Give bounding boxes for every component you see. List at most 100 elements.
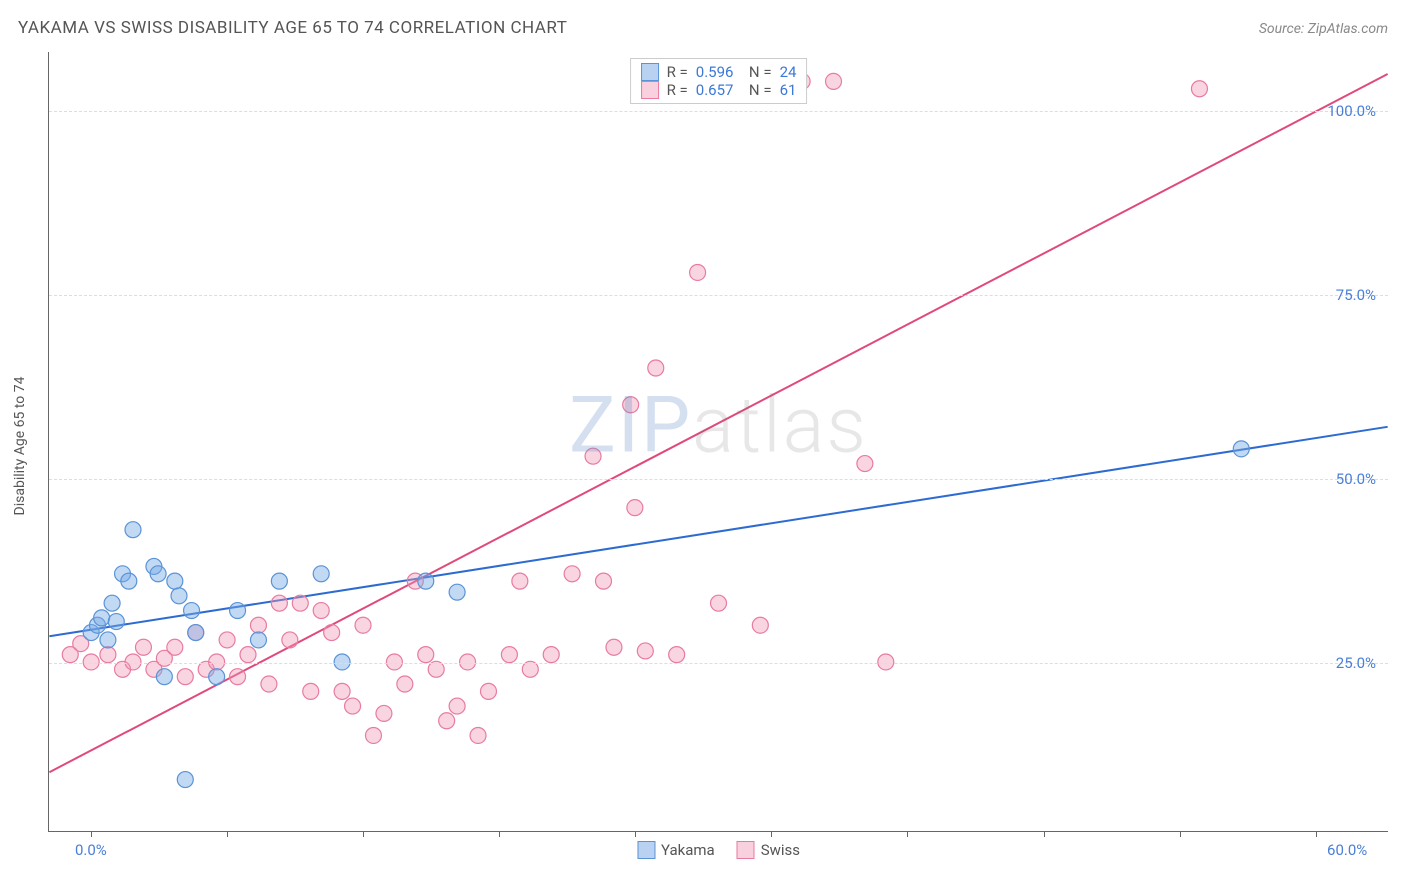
plot-area: ZIPatlas R = 0.596 N = 24 R = 0.657 N = … [48,52,1388,832]
x-tick [1316,831,1317,837]
data-point-yakama [167,573,183,589]
data-point-swiss [100,647,116,663]
data-point-yakama [121,573,137,589]
legend-swatch-swiss [737,841,755,859]
data-point-yakama [104,595,120,611]
n-yakama: 24 [780,63,797,81]
legend-label-yakama: Yakama [661,841,715,859]
data-point-swiss [1191,81,1207,97]
data-point-swiss [606,639,622,655]
chart-header: YAKAMA VS SWISS DISABILITY AGE 65 TO 74 … [18,18,1388,38]
data-point-swiss [439,713,455,729]
data-point-swiss [418,647,434,663]
swatch-yakama [641,63,659,81]
y-axis-label: Disability Age 65 to 74 [12,377,28,516]
data-point-swiss [480,683,496,699]
gridline-h [49,479,1388,480]
data-point-swiss [313,603,329,619]
data-point-yakama [418,573,434,589]
data-point-swiss [627,500,643,516]
data-point-swiss [470,727,486,743]
gridline-h [49,111,1388,112]
data-point-yakama [108,614,124,630]
x-tick-label: 0.0% [75,841,107,859]
stats-legend: R = 0.596 N = 24 R = 0.657 N = 61 [630,58,808,104]
data-point-swiss [512,573,528,589]
series-legend: Yakama Swiss [637,841,800,859]
data-point-swiss [690,264,706,280]
data-point-swiss [397,676,413,692]
legend-label-swiss: Swiss [761,841,800,859]
data-point-swiss [543,647,559,663]
data-point-yakama [313,566,329,582]
data-point-yakama [125,522,141,538]
y-tick-label: 100.0% [1327,102,1376,120]
data-point-swiss [752,617,768,633]
data-point-swiss [303,683,319,699]
data-point-yakama [271,573,287,589]
data-point-swiss [623,397,639,413]
data-point-swiss [250,617,266,633]
x-tick [227,831,228,837]
data-point-swiss [282,632,298,648]
data-point-swiss [376,705,392,721]
data-point-swiss [324,625,340,641]
stats-row-yakama: R = 0.596 N = 24 [641,63,797,81]
data-point-swiss [711,595,727,611]
y-tick-label: 50.0% [1336,470,1376,488]
x-tick-label: 60.0% [1327,841,1367,859]
data-point-yakama [177,772,193,788]
gridline-h [49,663,1388,664]
data-point-yakama [156,669,172,685]
data-point-swiss [261,676,277,692]
data-point-swiss [219,632,235,648]
n-swiss: 61 [780,81,797,99]
r-yakama: 0.596 [696,63,734,81]
data-point-swiss [135,639,151,655]
data-point-swiss [826,73,842,89]
r-swiss: 0.657 [696,81,734,99]
data-point-swiss [648,360,664,376]
data-point-swiss [449,698,465,714]
data-point-yakama [449,584,465,600]
data-point-yakama [184,603,200,619]
data-point-yakama [100,632,116,648]
y-tick-label: 75.0% [1336,286,1376,304]
data-point-swiss [585,448,601,464]
x-tick [635,831,636,837]
chart-svg [49,52,1388,831]
data-point-swiss [857,456,873,472]
y-tick-label: 25.0% [1336,654,1376,672]
trend-line-swiss [49,74,1387,772]
data-point-swiss [240,647,256,663]
x-tick [1180,831,1181,837]
data-point-swiss [564,566,580,582]
swatch-swiss [641,81,659,99]
data-point-yakama [188,625,204,641]
x-tick [907,831,908,837]
data-point-swiss [355,617,371,633]
data-point-swiss [365,727,381,743]
data-point-swiss [334,683,350,699]
data-point-yakama [209,669,225,685]
x-tick [91,831,92,837]
data-point-swiss [292,595,308,611]
data-point-yakama [250,632,266,648]
data-point-swiss [230,669,246,685]
data-point-yakama [1233,441,1249,457]
data-point-yakama [171,588,187,604]
x-tick [1044,831,1045,837]
data-point-swiss [345,698,361,714]
stats-row-swiss: R = 0.657 N = 61 [641,81,797,99]
data-point-swiss [177,669,193,685]
chart-title: YAKAMA VS SWISS DISABILITY AGE 65 TO 74 … [18,18,567,38]
data-point-swiss [167,639,183,655]
data-point-swiss [669,647,685,663]
data-point-yakama [94,610,110,626]
data-point-yakama [230,603,246,619]
data-point-swiss [271,595,287,611]
x-tick [771,831,772,837]
data-point-yakama [150,566,166,582]
legend-swatch-yakama [637,841,655,859]
gridline-h [49,295,1388,296]
